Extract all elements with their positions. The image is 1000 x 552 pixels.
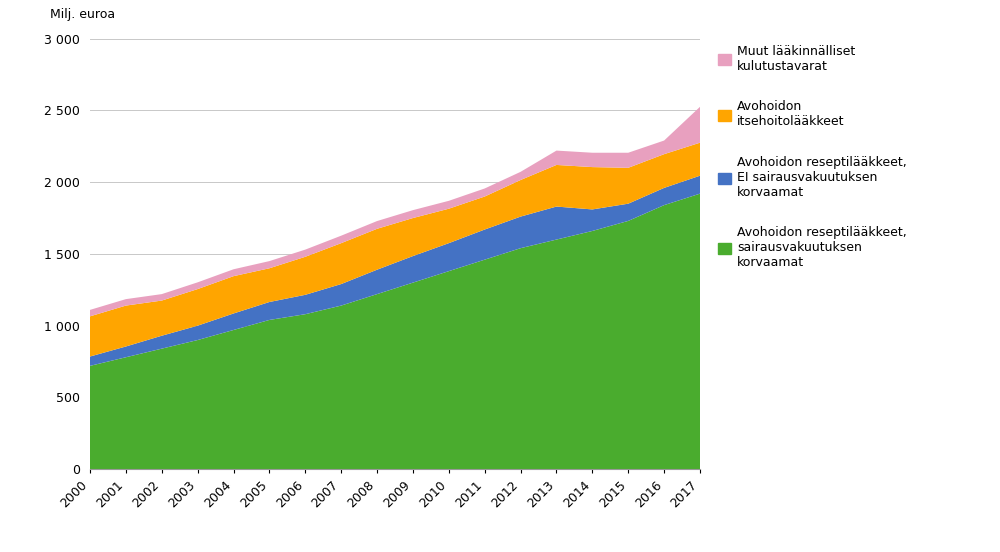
Legend: Muut lääkinnälliset
kulutustavarat, Avohoidon
itsehoitolääkkeet, Avohoidon resep: Muut lääkinnälliset kulutustavarat, Avoh… bbox=[718, 45, 907, 269]
Text: Milj. euroa: Milj. euroa bbox=[50, 8, 115, 22]
